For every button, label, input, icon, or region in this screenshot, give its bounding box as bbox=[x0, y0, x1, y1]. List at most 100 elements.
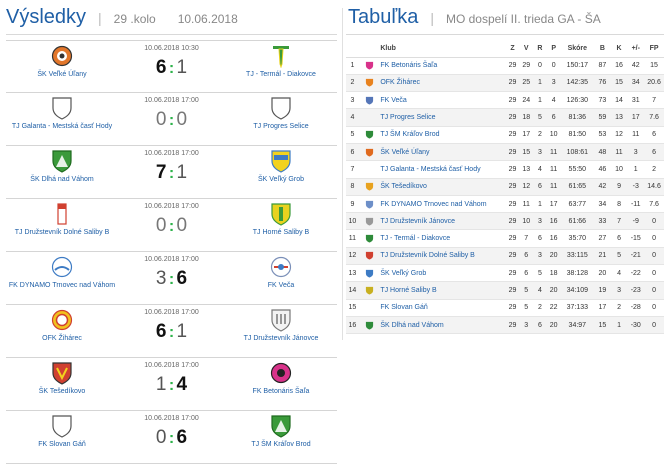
match-row[interactable]: TJ Družstevník Dolné Saliby B 10.06.2018… bbox=[6, 199, 337, 252]
col-score[interactable]: Skóre bbox=[560, 40, 595, 58]
standings-row[interactable]: 9 FK DYNAMO Trnovec nad Váhom 29 11 1 17… bbox=[346, 195, 664, 214]
away-team[interactable]: FK Veča bbox=[225, 255, 337, 290]
standings-row[interactable]: 1 FK Betonáris Šaľa 29 29 0 0 150:17 87 … bbox=[346, 57, 664, 75]
match-score[interactable]: 7:1 bbox=[116, 160, 227, 186]
home-team-name[interactable]: ŠK Dlhá nad Váhom bbox=[30, 176, 94, 183]
home-team[interactable]: ŠK Dlhá nad Váhom bbox=[6, 149, 118, 184]
standings-row[interactable]: 8 ŠK Tešedíkovo 29 12 6 11 61:65 42 9 -3… bbox=[346, 178, 664, 196]
table-title[interactable]: Tabuľka bbox=[348, 6, 419, 28]
home-team[interactable]: ŠK Veľké Úľany bbox=[6, 44, 118, 79]
match-row[interactable]: ŠK Dlhá nad Váhom 10.06.2018 17:00 7:1 Š… bbox=[6, 146, 337, 199]
home-team-name[interactable]: FK DYNAMO Trnovec nad Váhom bbox=[8, 282, 116, 289]
standings-row[interactable]: 10 TJ Družstevník Jánovce 29 10 3 16 61:… bbox=[346, 212, 664, 231]
match-row[interactable]: ŠK Veľké Úľany 10.06.2018 10:30 6:1 TJ -… bbox=[6, 40, 337, 93]
away-team-name[interactable]: TJ ŠM Kráľov Brod bbox=[251, 441, 311, 448]
standings-row[interactable]: 12 TJ Družstevník Dolné Saliby B 29 6 3 … bbox=[346, 247, 664, 266]
standings-row[interactable]: 6 ŠK Veľké Úľany 29 15 3 11 108:61 48 11… bbox=[346, 143, 664, 162]
home-team[interactable]: TJ Družstevník Dolné Saliby B bbox=[6, 202, 118, 237]
standings-row[interactable]: 2 OFK Žihárec 29 25 1 3 142:35 76 15 34 … bbox=[346, 74, 664, 93]
away-team[interactable]: TJ Progres Selice bbox=[225, 96, 337, 131]
away-team-name[interactable]: TJ Progres Selice bbox=[253, 123, 309, 130]
standings-row[interactable]: 4 TJ Progres Selice 29 18 5 6 81:36 59 1… bbox=[346, 108, 664, 127]
home-team[interactable]: FK Slovan Gáň bbox=[6, 414, 118, 449]
match-score[interactable]: 3:6 bbox=[116, 266, 227, 292]
match-row[interactable]: TJ Galanta - Mestská časť Hody 10.06.201… bbox=[6, 93, 337, 146]
home-team-name[interactable]: FK Slovan Gáň bbox=[38, 441, 86, 448]
club-name[interactable]: TJ - Termál - Diakovce bbox=[380, 229, 506, 248]
club-name[interactable]: TJ Horné Saliby B bbox=[380, 281, 506, 300]
match-row[interactable]: FK Slovan Gáň 10.06.2018 17:00 0:6 TJ ŠM… bbox=[6, 411, 337, 464]
goal-difference: 31 bbox=[627, 91, 645, 110]
club-name[interactable]: OFK Žihárec bbox=[380, 74, 506, 93]
standings-row[interactable]: 15 FK Slovan Gáň 29 5 2 22 37:133 17 2 -… bbox=[346, 299, 664, 317]
away-team-name[interactable]: FK Veča bbox=[267, 282, 295, 289]
away-team-name[interactable]: FK Betonáris Šaľa bbox=[252, 388, 310, 395]
score: 34:97 bbox=[560, 316, 595, 335]
club-name[interactable]: FK Veča bbox=[380, 91, 506, 110]
away-team[interactable]: FK Betonáris Šaľa bbox=[225, 361, 337, 396]
col-k[interactable]: K bbox=[610, 40, 628, 58]
away-team[interactable]: TJ Družstevník Jánovce bbox=[225, 308, 337, 343]
match-row[interactable]: ŠK Tešedíkovo 10.06.2018 17:00 1:4 FK Be… bbox=[6, 358, 337, 411]
away-team-name[interactable]: TJ - Termál - Diakovce bbox=[246, 71, 316, 78]
results-title[interactable]: Výsledky bbox=[6, 6, 87, 28]
col-lost[interactable]: P bbox=[546, 40, 561, 58]
col-played[interactable]: Z bbox=[505, 40, 520, 58]
home-team-name[interactable]: ŠK Veľké Úľany bbox=[37, 71, 87, 78]
played: 29 bbox=[505, 74, 520, 93]
standings-row[interactable]: 13 ŠK Veľký Grob 29 6 5 18 38:128 20 4 -… bbox=[346, 264, 664, 283]
match-score[interactable]: 1:4 bbox=[116, 372, 227, 398]
match-score[interactable]: 0:6 bbox=[116, 425, 227, 451]
club-name[interactable]: ŠK Veľký Grob bbox=[380, 264, 506, 283]
home-team-name[interactable]: OFK Žihárec bbox=[42, 335, 82, 342]
away-team-name[interactable]: TJ Družstevník Jánovce bbox=[243, 335, 319, 342]
home-team-name[interactable]: ŠK Tešedíkovo bbox=[38, 388, 86, 395]
away-team-name[interactable]: TJ Horné Saliby B bbox=[252, 229, 310, 236]
away-team[interactable]: TJ Horné Saliby B bbox=[225, 202, 337, 237]
col-plus-minus[interactable]: +/- bbox=[627, 40, 645, 58]
club-name[interactable]: TJ Družstevník Dolné Saliby B bbox=[380, 247, 506, 266]
home-team[interactable]: TJ Galanta - Mestská časť Hody bbox=[6, 96, 118, 131]
col-won[interactable]: V bbox=[519, 40, 534, 58]
col-club[interactable]: Klub bbox=[380, 40, 506, 58]
club-name[interactable]: TJ Družstevník Jánovce bbox=[380, 212, 506, 231]
home-goals: 7 bbox=[155, 162, 167, 183]
match-score[interactable]: 0:0 bbox=[116, 213, 227, 239]
col-points[interactable]: B bbox=[594, 40, 611, 58]
club-name[interactable]: ŠK Tešedíkovo bbox=[380, 178, 506, 196]
away-team[interactable]: TJ - Termál - Diakovce bbox=[225, 44, 337, 79]
score: 38:128 bbox=[560, 264, 595, 283]
away-team[interactable]: ŠK Veľký Grob bbox=[225, 149, 337, 184]
score: 61:66 bbox=[560, 212, 595, 231]
home-team-name[interactable]: TJ Galanta - Mestská časť Hody bbox=[11, 123, 113, 130]
club-name[interactable]: FK DYNAMO Trnovec nad Váhom bbox=[380, 195, 506, 214]
match-row[interactable]: FK DYNAMO Trnovec nad Váhom 10.06.2018 1… bbox=[6, 252, 337, 305]
standings-row[interactable]: 16 ŠK Dlhá nad Váhom 29 3 6 20 34:97 15 … bbox=[346, 316, 664, 335]
match-score[interactable]: 6:1 bbox=[116, 319, 227, 345]
home-team[interactable]: FK DYNAMO Trnovec nad Váhom bbox=[6, 255, 118, 290]
home-team[interactable]: ŠK Tešedíkovo bbox=[6, 361, 118, 396]
club-name[interactable]: TJ ŠM Kráľov Brod bbox=[380, 126, 506, 144]
standings-row[interactable]: 7 TJ Galanta - Mestská časť Hody 29 13 4… bbox=[346, 160, 664, 179]
won: 6 bbox=[519, 247, 534, 266]
away-team[interactable]: TJ ŠM Kráľov Brod bbox=[225, 414, 337, 449]
club-name[interactable]: TJ Progres Selice bbox=[380, 108, 506, 127]
club-name[interactable]: ŠK Veľké Úľany bbox=[380, 143, 506, 162]
standings-row[interactable]: 5 TJ ŠM Kráľov Brod 29 17 2 10 81:50 53 … bbox=[346, 126, 664, 144]
club-name[interactable]: FK Betonáris Šaľa bbox=[380, 57, 506, 75]
club-name[interactable]: ŠK Dlhá nad Váhom bbox=[380, 316, 506, 335]
col-draw[interactable]: R bbox=[533, 40, 547, 58]
match-score[interactable]: 6:1 bbox=[116, 55, 227, 81]
match-score[interactable]: 0:0 bbox=[116, 107, 227, 133]
match-row[interactable]: OFK Žihárec 10.06.2018 17:00 6:1 TJ Druž… bbox=[6, 305, 337, 358]
home-team-name[interactable]: TJ Družstevník Dolné Saliby B bbox=[14, 229, 110, 236]
standings-row[interactable]: 11 TJ - Termál - Diakovce 29 7 6 16 35:7… bbox=[346, 229, 664, 248]
club-name[interactable]: TJ Galanta - Mestská časť Hody bbox=[380, 160, 506, 179]
won: 7 bbox=[519, 229, 534, 248]
away-team-name[interactable]: ŠK Veľký Grob bbox=[257, 176, 304, 183]
home-team[interactable]: OFK Žihárec bbox=[6, 308, 118, 343]
standings-row[interactable]: 14 TJ Horné Saliby B 29 5 4 20 34:109 19… bbox=[346, 281, 664, 300]
club-name[interactable]: FK Slovan Gáň bbox=[380, 299, 506, 317]
col-fp[interactable]: FP bbox=[644, 40, 664, 58]
standings-row[interactable]: 3 FK Veča 29 24 1 4 126:30 73 14 31 7 bbox=[346, 91, 664, 110]
